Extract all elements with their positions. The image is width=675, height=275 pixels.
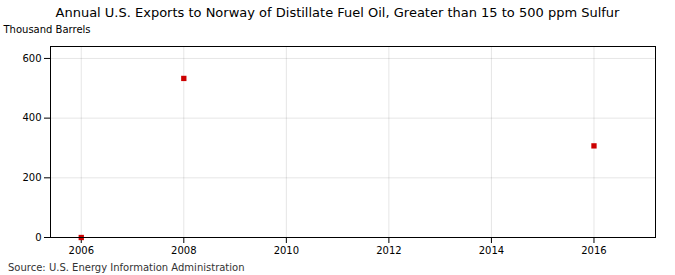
svg-text:2010: 2010 [274,245,299,256]
svg-text:2014: 2014 [479,245,504,256]
svg-text:0: 0 [35,232,41,243]
svg-text:200: 200 [22,172,41,183]
svg-text:400: 400 [22,112,41,123]
html-text:Source: U.S. Energy Informatio: Source: U.S. Energy Information Administ… [8,262,245,273]
svg-text:2016: 2016 [581,245,606,256]
svg-text:2012: 2012 [376,245,401,256]
svg-text:600: 600 [22,53,41,64]
svg-text:2008: 2008 [171,245,196,256]
html-text:Annual U.S. Exports to Norway: Annual U.S. Exports to Norway of Distill… [55,5,620,20]
svg-text:2006: 2006 [69,245,94,256]
svg-text:Thousand Barrels: Thousand Barrels [3,24,91,35]
